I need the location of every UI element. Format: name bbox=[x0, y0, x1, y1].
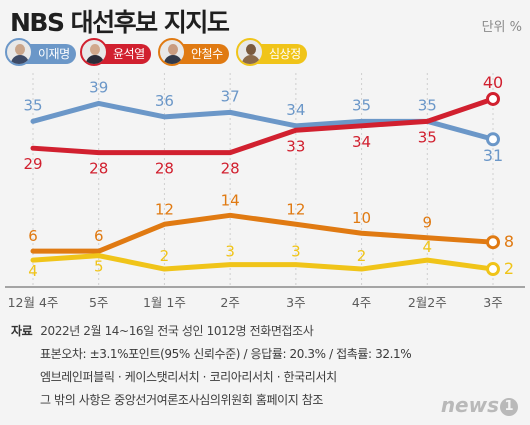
data-label: 4 bbox=[423, 238, 433, 256]
footer-line: 엠브레인퍼블릭 · 케이스탯리서치 · 코리아리서치 · 한국리서치 bbox=[40, 370, 337, 384]
data-label: 12 bbox=[286, 200, 305, 218]
data-point bbox=[486, 91, 500, 106]
data-label: 5 bbox=[94, 258, 104, 276]
data-label: 35 bbox=[23, 96, 42, 114]
x-tick-label: 2월2주 bbox=[408, 295, 447, 310]
data-label: 28 bbox=[221, 160, 240, 178]
data-label: 28 bbox=[155, 160, 174, 178]
x-tick-label: 4주 bbox=[352, 295, 371, 310]
news1-logo: news 1 bbox=[441, 393, 518, 417]
series-line bbox=[30, 96, 496, 156]
candidate-photo-icon bbox=[80, 38, 108, 66]
data-label: 35 bbox=[418, 128, 437, 146]
data-label: 31 bbox=[483, 146, 503, 165]
x-tick-label: 12월 4주 bbox=[8, 295, 59, 310]
legend-label: 안철수 bbox=[174, 44, 229, 64]
candidate-photo-icon bbox=[158, 38, 186, 66]
legend-label: 이재명 bbox=[21, 44, 76, 64]
legend-label: 심상정 bbox=[252, 44, 307, 64]
x-axis: 12월 4주 5주 1월 1주 2주 3주 4주 2월2주 3주 bbox=[5, 73, 525, 310]
logo-mark: 1 bbox=[500, 398, 518, 416]
data-label: 8 bbox=[504, 232, 514, 251]
series-line bbox=[30, 212, 496, 254]
chart-title: NBS 대선후보 지지도 bbox=[10, 8, 230, 37]
footer-line: 그 밖의 사항은 중앙선거여론조사심의위원회 홈페이지 참조 bbox=[40, 393, 324, 407]
data-label: 29 bbox=[23, 155, 42, 173]
data-label: 37 bbox=[221, 87, 240, 105]
logo-text: news bbox=[440, 393, 499, 417]
data-label: 2 bbox=[160, 247, 170, 265]
x-tick-label: 2주 bbox=[220, 295, 239, 310]
footer-line: 표본오차: ±3.1%포인트(95% 신뢰수준) / 응답률: 20.3% / … bbox=[40, 347, 412, 361]
candidate-photo-icon bbox=[236, 38, 264, 66]
data-label: 28 bbox=[89, 160, 108, 178]
data-label: 12 bbox=[155, 200, 174, 218]
x-tick-label: 1월 1주 bbox=[143, 295, 186, 310]
data-label: 10 bbox=[352, 209, 371, 227]
data-label: 35 bbox=[352, 96, 371, 114]
series-line bbox=[30, 253, 496, 272]
data-label: 36 bbox=[155, 92, 174, 110]
data-label: 6 bbox=[28, 227, 38, 245]
data-label: 2 bbox=[504, 259, 514, 278]
data-point bbox=[486, 235, 500, 250]
data-label: 3 bbox=[225, 243, 235, 261]
data-label: 14 bbox=[221, 191, 240, 209]
data-point bbox=[486, 132, 500, 147]
footer-line: 2022년 2월 14~16일 전국 성인 1012명 전화면접조사 bbox=[40, 324, 314, 338]
data-label: 33 bbox=[286, 137, 305, 155]
data-label: 9 bbox=[423, 214, 433, 232]
x-tick-label: 3주 bbox=[483, 295, 502, 310]
x-tick-label: 3주 bbox=[286, 295, 305, 310]
data-label: 35 bbox=[418, 96, 437, 114]
data-label: 2 bbox=[357, 247, 367, 265]
data-label: 6 bbox=[94, 227, 104, 245]
candidate-photo-icon bbox=[5, 38, 33, 66]
data-point bbox=[486, 262, 500, 277]
data-label: 4 bbox=[28, 262, 38, 280]
data-label: 34 bbox=[352, 133, 371, 151]
data-label: 40 bbox=[483, 73, 503, 92]
data-label: 34 bbox=[286, 101, 305, 119]
source-label: 자료 bbox=[11, 324, 33, 338]
data-label: 39 bbox=[89, 78, 108, 96]
footer-source-row: 자료 2022년 2월 14~16일 전국 성인 1012명 전화면접조사 bbox=[11, 322, 314, 339]
x-tick-label: 5주 bbox=[89, 295, 108, 310]
legend-label: 윤석열 bbox=[96, 44, 151, 64]
data-label: 3 bbox=[291, 243, 301, 261]
unit-label: 단위 % bbox=[481, 20, 522, 35]
